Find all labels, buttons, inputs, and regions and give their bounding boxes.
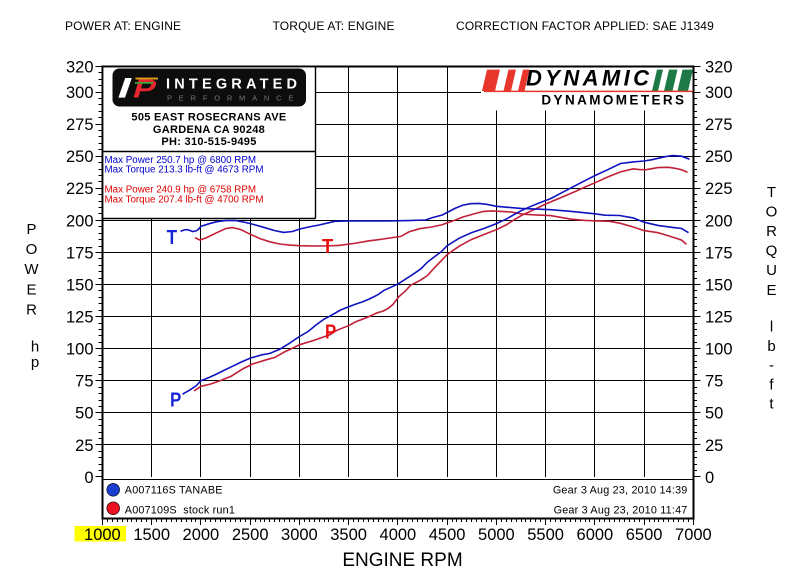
svg-text:4500: 4500: [429, 526, 466, 544]
svg-text:T: T: [167, 226, 178, 249]
svg-text:T: T: [322, 235, 334, 258]
svg-text:Q: Q: [766, 243, 778, 260]
svg-text:75: 75: [75, 373, 93, 391]
svg-text:0: 0: [84, 469, 93, 487]
svg-text:POWER AT: ENGINE: POWER AT: ENGINE: [65, 19, 181, 33]
svg-text:2500: 2500: [232, 526, 269, 544]
svg-text:175: 175: [66, 244, 94, 262]
svg-text:100: 100: [66, 341, 94, 359]
svg-text:0: 0: [705, 469, 714, 487]
svg-text:7000: 7000: [675, 526, 712, 544]
svg-text:PH: 310-515-9495: PH: 310-515-9495: [161, 136, 256, 148]
svg-text:275: 275: [66, 116, 94, 134]
svg-text:E: E: [766, 282, 776, 299]
svg-text:R: R: [766, 223, 777, 240]
svg-text:2000: 2000: [183, 526, 220, 544]
svg-text:125: 125: [66, 309, 94, 327]
svg-text:CORRECTION FACTOR APPLIED: SAE: CORRECTION FACTOR APPLIED: SAE J1349: [456, 19, 714, 33]
svg-text:1500: 1500: [133, 526, 170, 544]
svg-text:1000: 1000: [84, 526, 121, 544]
svg-text:505 EAST ROSECRANS AVE: 505 EAST ROSECRANS AVE: [131, 111, 286, 123]
svg-text:6500: 6500: [626, 526, 663, 544]
svg-text:Max Power 250.7 hp @ 6800 RPM: Max Power 250.7 hp @ 6800 RPM: [105, 155, 257, 166]
svg-text:T: T: [767, 184, 776, 201]
svg-text:200: 200: [705, 212, 733, 230]
svg-text:DYNAMIC: DYNAMIC: [526, 66, 652, 91]
svg-text:h: h: [31, 339, 39, 356]
svg-text:200: 200: [66, 212, 94, 230]
svg-text:5000: 5000: [478, 526, 515, 544]
svg-text:175: 175: [705, 244, 733, 262]
svg-text:O: O: [766, 203, 778, 220]
svg-text:Max Torque 207.4 lb-ft @ 4700: Max Torque 207.4 lb-ft @ 4700 RPM: [105, 195, 264, 206]
svg-text:25: 25: [75, 437, 93, 455]
svg-text:P: P: [325, 321, 336, 344]
svg-text:TORQUE AT: ENGINE: TORQUE AT: ENGINE: [273, 19, 395, 33]
svg-text:250: 250: [705, 148, 733, 166]
svg-text:225: 225: [66, 180, 94, 198]
svg-text:75: 75: [705, 373, 723, 391]
svg-text:50: 50: [705, 405, 723, 423]
svg-text:5500: 5500: [527, 526, 564, 544]
svg-text:A007116S TANABE: A007116S TANABE: [125, 484, 223, 496]
svg-text:150: 150: [705, 276, 733, 294]
svg-text:300: 300: [705, 84, 733, 102]
svg-text:W: W: [24, 261, 39, 278]
svg-text:4000: 4000: [380, 526, 417, 544]
svg-text:P: P: [170, 389, 181, 412]
svg-text:6000: 6000: [577, 526, 614, 544]
svg-text:O: O: [26, 241, 38, 258]
svg-text:Max Torque 213.3 lb-ft @ 4673: Max Torque 213.3 lb-ft @ 4673 RPM: [105, 164, 264, 175]
svg-text:INTEGRATED: INTEGRATED: [166, 77, 301, 93]
svg-text:ENGINE RPM: ENGINE RPM: [342, 550, 462, 571]
svg-text:100: 100: [705, 341, 733, 359]
svg-text:225: 225: [705, 180, 733, 198]
svg-text:250: 250: [66, 148, 94, 166]
svg-text:b: b: [767, 338, 775, 355]
svg-text:3500: 3500: [330, 526, 367, 544]
svg-text:50: 50: [75, 405, 93, 423]
svg-text:Gear 3 Aug 23, 2010 11:47: Gear 3 Aug 23, 2010 11:47: [554, 505, 688, 517]
svg-text:PERFORMANCE: PERFORMANCE: [167, 94, 300, 103]
svg-text:3000: 3000: [281, 526, 318, 544]
svg-text:R: R: [26, 302, 37, 319]
svg-text:-: -: [769, 357, 774, 374]
svg-text:GARDENA CA 90248: GARDENA CA 90248: [153, 124, 265, 136]
svg-text:320: 320: [705, 58, 733, 76]
svg-text:300: 300: [66, 84, 94, 102]
svg-text:p: p: [31, 354, 39, 371]
svg-text:U: U: [766, 262, 777, 279]
svg-text:DYNAMOMETERS: DYNAMOMETERS: [541, 92, 686, 107]
svg-text:l: l: [770, 319, 773, 336]
svg-text:Gear 3 Aug 23, 2010 14:39: Gear 3 Aug 23, 2010 14:39: [553, 484, 688, 496]
svg-text:P: P: [26, 221, 36, 238]
svg-text:150: 150: [66, 276, 94, 294]
svg-text:E: E: [26, 281, 36, 298]
svg-text:A007109S stock run1: A007109S stock run1: [125, 504, 235, 516]
svg-text:f: f: [769, 376, 774, 393]
svg-text:125: 125: [705, 309, 733, 327]
svg-text:Max Power 240.9 hp @ 6758 RPM: Max Power 240.9 hp @ 6758 RPM: [105, 185, 257, 196]
svg-text:320: 320: [66, 58, 94, 76]
svg-text:25: 25: [705, 437, 723, 455]
svg-text:t: t: [769, 396, 774, 413]
svg-text:275: 275: [705, 116, 733, 134]
